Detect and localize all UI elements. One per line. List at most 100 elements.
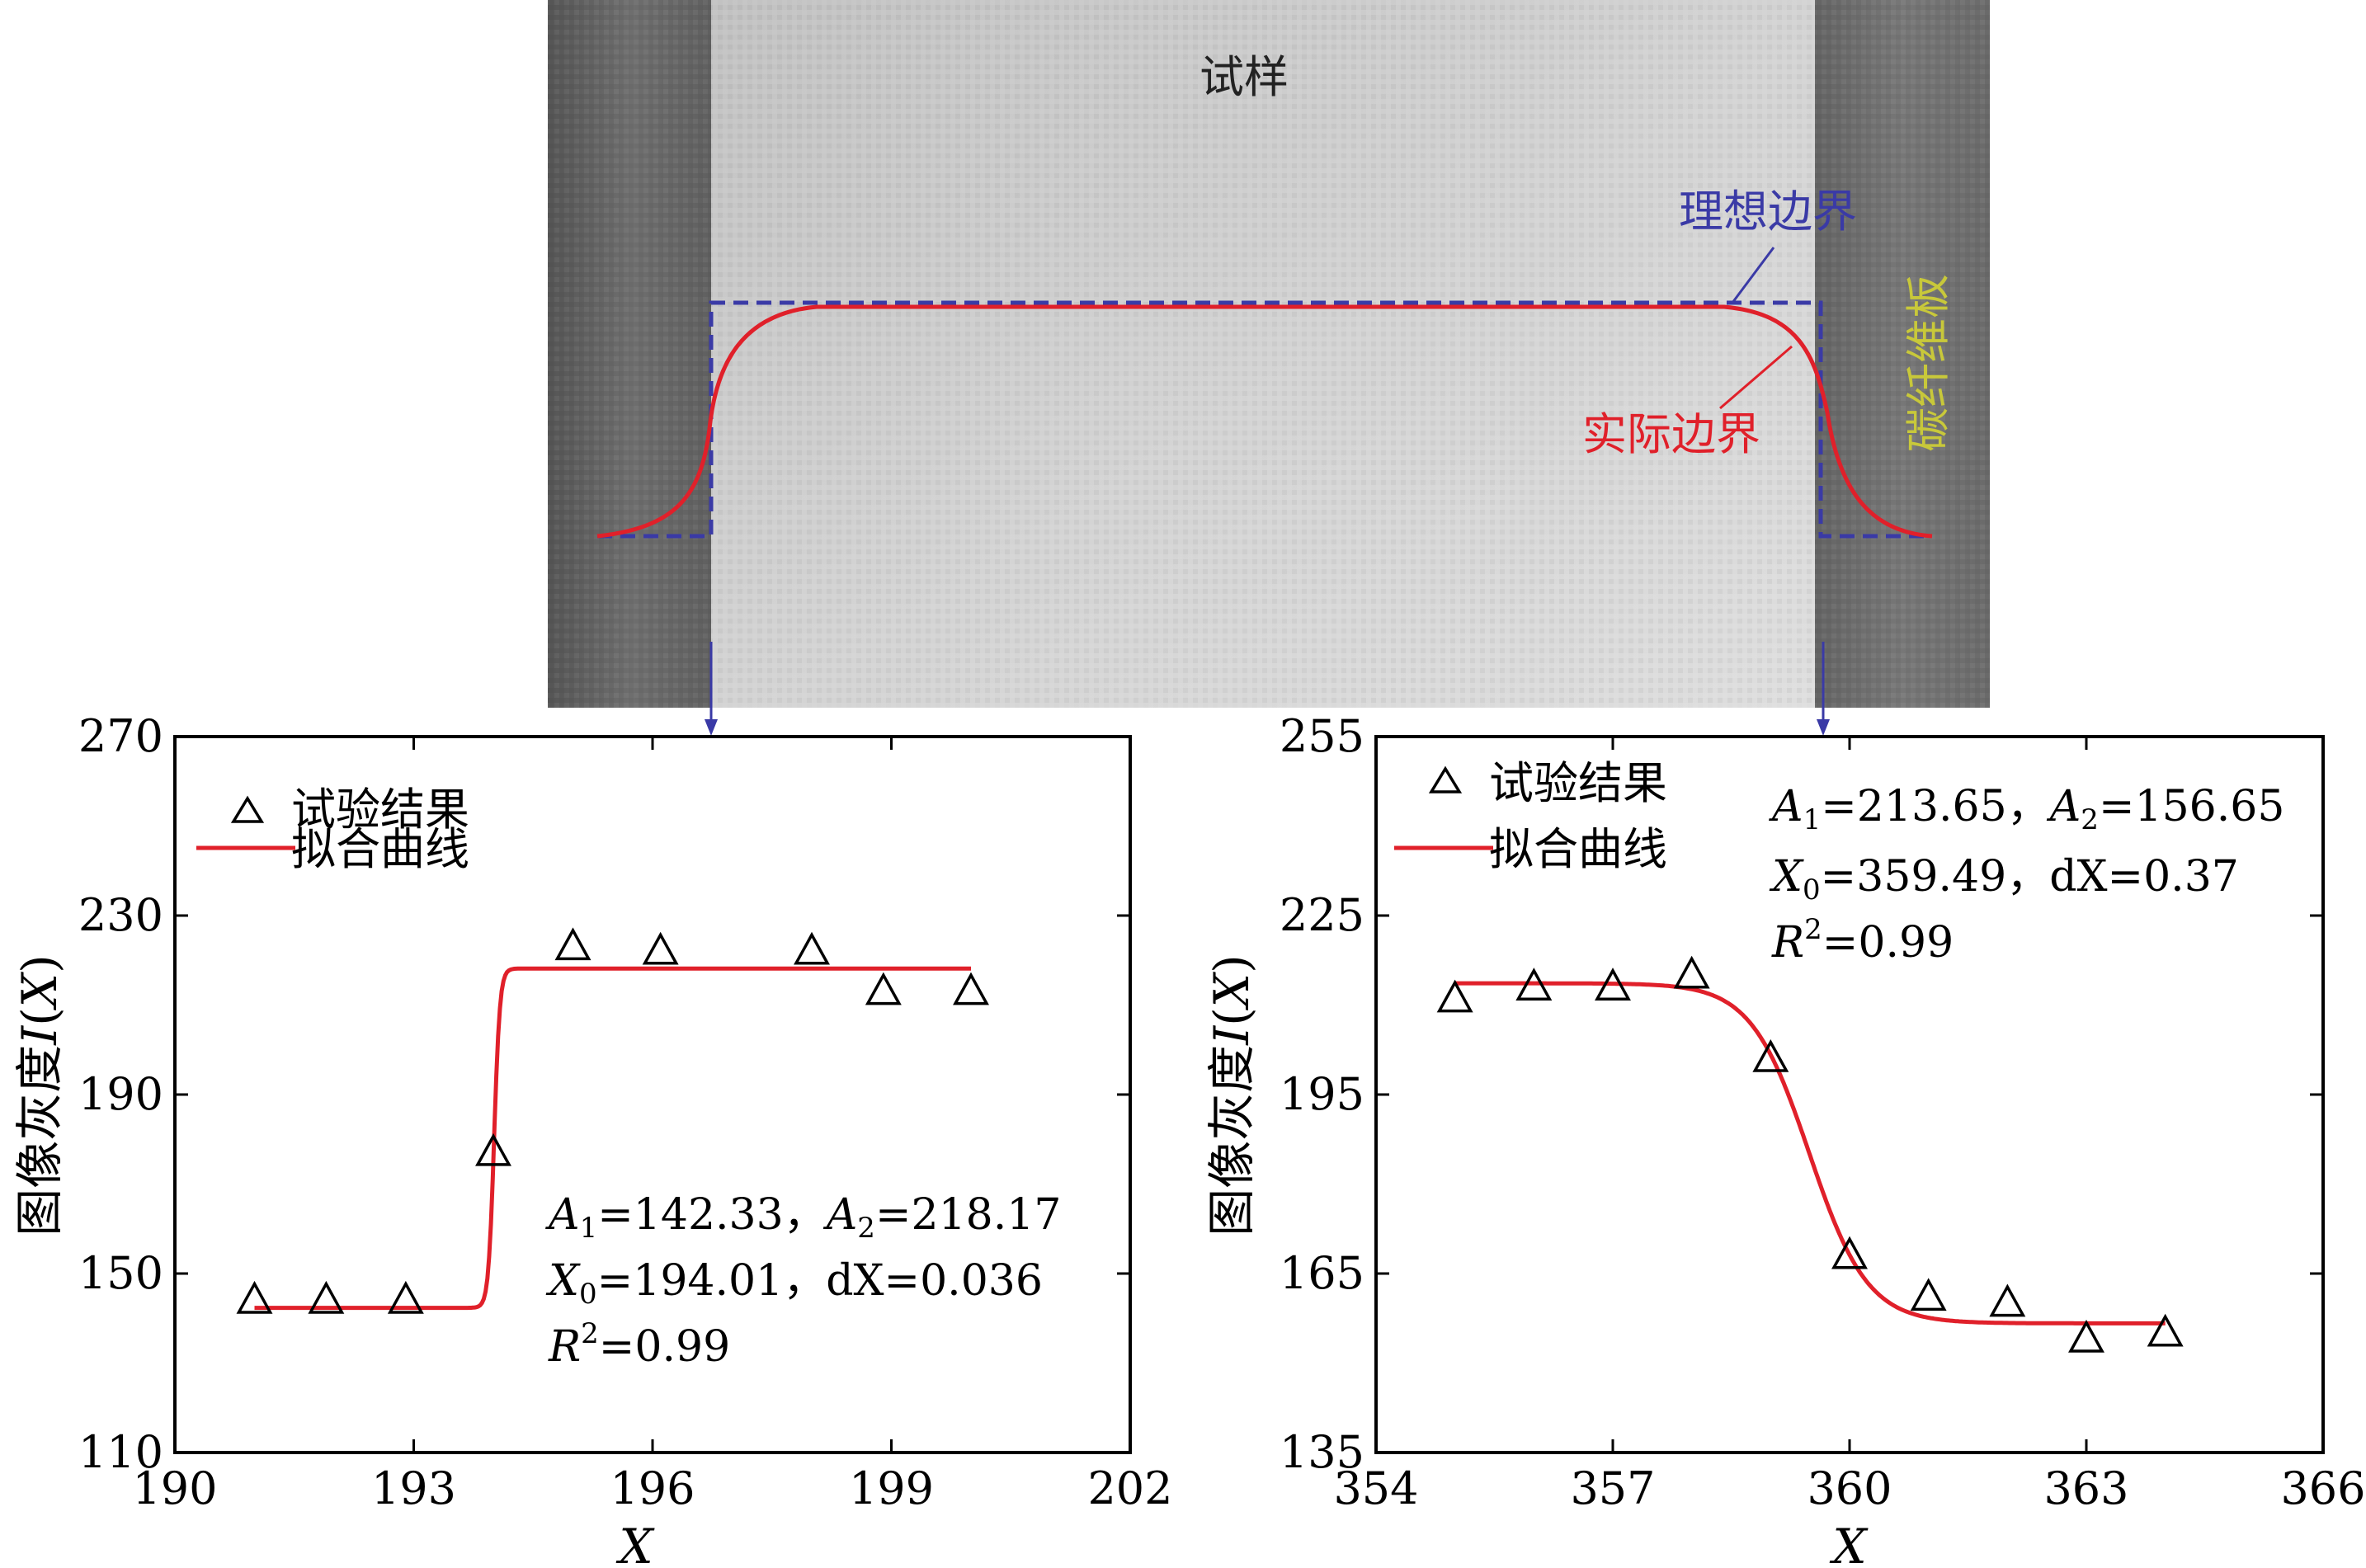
experiment-point bbox=[2068, 1319, 2104, 1353]
y-tick-label: 270 bbox=[78, 710, 163, 762]
param-x0-subscript: 0 bbox=[579, 1278, 597, 1311]
param-r-superscript: 2 bbox=[581, 1317, 599, 1350]
x-tick-label: 354 bbox=[1333, 1462, 1418, 1514]
experiment-point bbox=[2147, 1313, 2184, 1347]
y-tick-label: 150 bbox=[78, 1247, 163, 1299]
param-x0-symbol: X bbox=[545, 1256, 581, 1306]
fit-curve bbox=[1454, 981, 2166, 1326]
specimen-label: 试样 bbox=[1199, 51, 1289, 103]
experiment-point bbox=[1752, 1038, 1789, 1072]
x-tick-label: 196 bbox=[610, 1462, 695, 1514]
experiment-point bbox=[475, 1132, 511, 1166]
y-tick-label: 110 bbox=[78, 1426, 163, 1478]
experiment-point bbox=[554, 927, 592, 961]
axis-tick-labels: 354 357 360 363 366 135 165 195 225 255 bbox=[1280, 710, 2366, 1514]
x-tick-label: 360 bbox=[1807, 1462, 1892, 1514]
param-r-symbol: R bbox=[548, 1322, 581, 1372]
experiment-point bbox=[642, 931, 679, 965]
legend-experiment-label: 试验结果 bbox=[1489, 757, 1667, 809]
y-axis-label-text: 图像灰度 bbox=[12, 1045, 68, 1236]
ideal-boundary-label: 理想边界 bbox=[1679, 186, 1857, 238]
param-x0-value: =194.01， bbox=[597, 1256, 827, 1306]
y-axis-label-var: I bbox=[1204, 1025, 1260, 1046]
legend-fit-label: 拟合曲线 bbox=[1489, 823, 1667, 875]
param-a2-value: =218.17 bbox=[875, 1190, 1062, 1240]
experiment-point bbox=[387, 1280, 424, 1314]
right-edge-arrow bbox=[1817, 642, 1830, 736]
legend: 试验结果 拟合曲线 bbox=[196, 784, 469, 875]
y-tick-label: 255 bbox=[1280, 710, 1364, 762]
experiment-point bbox=[794, 931, 830, 965]
param-x0-value: =359.49， bbox=[1821, 852, 2050, 902]
fit-param-line-2: X0=194.01，dX=0.036 bbox=[545, 1256, 1043, 1311]
data-marks bbox=[236, 927, 989, 1314]
param-a1-subscript: 1 bbox=[580, 1212, 598, 1245]
legend: 试验结果 拟合曲线 bbox=[1394, 757, 1667, 875]
axis-ticks bbox=[173, 735, 1132, 1454]
param-a1-value: =213.65， bbox=[1821, 782, 2050, 831]
y-axis-label-paren-open: ( bbox=[1204, 1007, 1260, 1026]
y-axis-label-paren-var: X bbox=[1204, 971, 1260, 1010]
param-dx-value: =0.036 bbox=[884, 1256, 1043, 1306]
y-tick-label: 190 bbox=[78, 1068, 163, 1120]
legend-fit-label: 拟合曲线 bbox=[291, 823, 469, 875]
left-edge-arrow bbox=[705, 642, 718, 736]
actual-boundary-leader bbox=[1719, 345, 1793, 410]
carbon-plate-label: 碳纤维板 bbox=[1902, 274, 1954, 452]
fit-param-line-2: X0=359.49，dX=0.37 bbox=[1769, 852, 2239, 906]
x-tick-label: 190 bbox=[132, 1462, 217, 1514]
experiment-point bbox=[865, 972, 902, 1005]
param-x0-symbol: X bbox=[1769, 852, 1804, 902]
param-a2-subscript: 2 bbox=[2081, 803, 2099, 836]
axis-ticks bbox=[1374, 735, 2325, 1454]
experiment-point bbox=[1515, 968, 1553, 1001]
param-a2-subscript: 2 bbox=[857, 1212, 875, 1245]
experiment-point bbox=[1989, 1283, 2026, 1317]
fit-curve bbox=[254, 966, 971, 1311]
legend-experiment-label: 试验结果 bbox=[291, 784, 469, 836]
fit-parameters: A1=213.65，A2=156.65 X0=359.49，dX=0.37 R2… bbox=[1769, 782, 2284, 968]
fit-param-line-1: A1=213.65，A2=156.65 bbox=[1769, 782, 2284, 836]
y-axis-label-var: I bbox=[12, 1025, 68, 1046]
specimen-photo: 试样 理想边界 实际边界 碳纤维板 bbox=[548, 0, 1990, 736]
param-a1-value: =142.33， bbox=[597, 1190, 827, 1240]
y-axis-label-paren-var: X bbox=[12, 971, 68, 1010]
y-axis-label: 图像灰度I(X) bbox=[12, 954, 68, 1236]
experiment-point bbox=[1831, 1236, 1868, 1269]
experiment-point bbox=[1910, 1278, 1947, 1311]
param-dx-symbol: dX bbox=[2049, 852, 2107, 902]
x-tick-label: 193 bbox=[371, 1462, 456, 1514]
y-tick-label: 195 bbox=[1280, 1068, 1364, 1120]
param-a2-value: =156.65 bbox=[2099, 782, 2285, 831]
param-r-value: =0.99 bbox=[1822, 918, 1954, 968]
experiment-point bbox=[1595, 968, 1631, 1001]
param-a1-symbol: A bbox=[545, 1190, 580, 1240]
param-dx-value: =0.37 bbox=[2108, 852, 2239, 902]
y-axis-label-paren-open: ( bbox=[12, 1007, 68, 1026]
x-axis-label: X bbox=[1829, 1519, 1869, 1568]
x-tick-label: 366 bbox=[2280, 1462, 2365, 1514]
x-tick-label: 199 bbox=[849, 1462, 934, 1514]
y-axis-label-text: 图像灰度 bbox=[1204, 1045, 1260, 1236]
y-tick-label: 225 bbox=[1280, 889, 1364, 941]
legend-triangle-marker bbox=[1428, 765, 1463, 793]
fit-param-line-3: R2=0.99 bbox=[548, 1317, 730, 1372]
ideal-boundary-leader bbox=[1731, 247, 1775, 304]
legend-triangle-marker bbox=[230, 795, 265, 823]
experiment-point bbox=[308, 1280, 345, 1314]
y-axis-label-paren-close: ) bbox=[1204, 954, 1260, 973]
param-dx-symbol: dX bbox=[826, 1256, 884, 1306]
experiment-point bbox=[1673, 955, 1710, 989]
y-axis-label-paren-close: ) bbox=[12, 954, 68, 973]
x-tick-label: 202 bbox=[1087, 1462, 1172, 1514]
data-marks bbox=[1436, 955, 2184, 1353]
x-tick-label: 357 bbox=[1570, 1462, 1655, 1514]
y-tick-label: 165 bbox=[1280, 1247, 1364, 1299]
y-tick-label: 135 bbox=[1280, 1426, 1364, 1478]
actual-boundary-label: 实际边界 bbox=[1582, 408, 1760, 460]
fit-parameters: A1=142.33，A2=218.17 X0=194.01，dX=0.036 R… bbox=[545, 1190, 1061, 1372]
fit-param-line-3: R2=0.99 bbox=[1771, 913, 1954, 968]
